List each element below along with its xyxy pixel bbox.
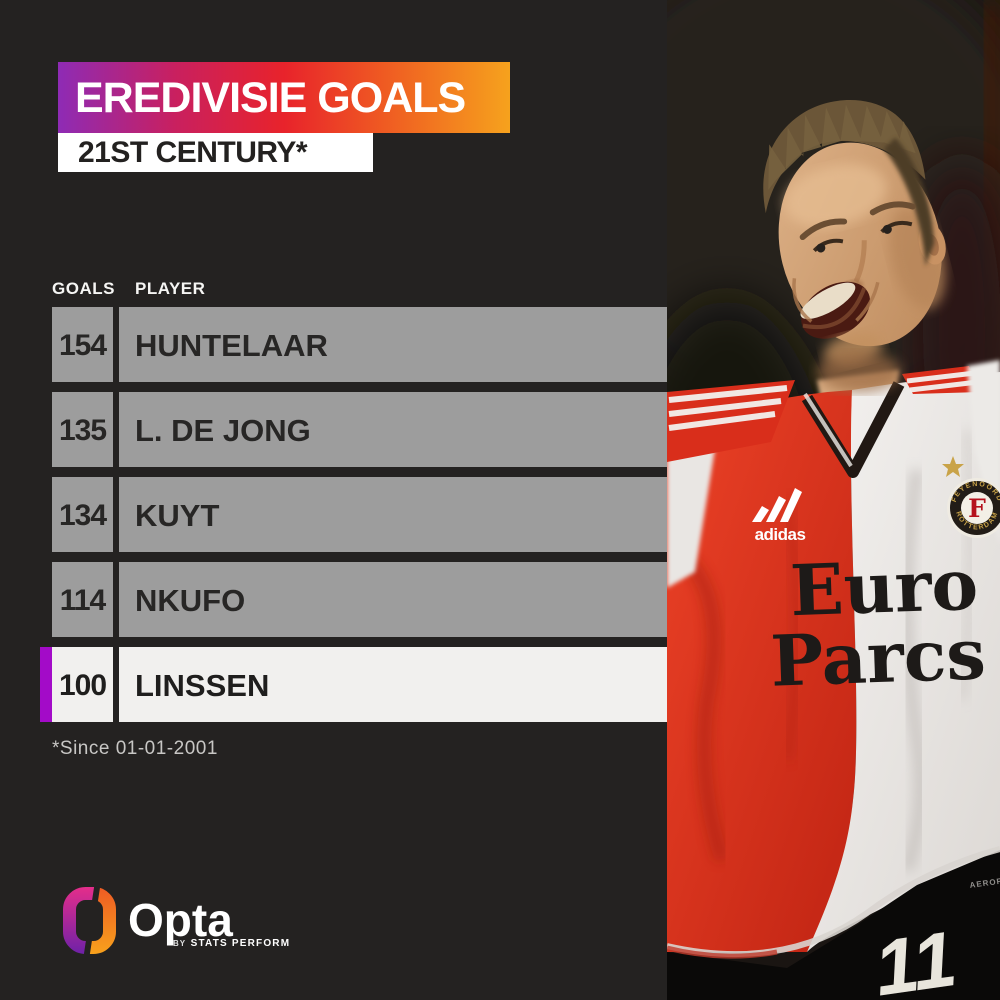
player-name: NKUFO: [119, 562, 667, 637]
player-name: KUYT: [119, 477, 667, 552]
sponsor-line1: Euro: [789, 543, 980, 633]
gold-star-icon: [942, 456, 964, 477]
table-row: 114 NKUFO: [0, 562, 667, 637]
goals-value: 134: [52, 477, 113, 552]
goals-value: 135: [52, 392, 113, 467]
highlight-accent-bar: [40, 647, 52, 722]
opta-wordmark: Opta: [128, 894, 233, 946]
player-name: L. DE JONG: [119, 392, 667, 467]
sponsor-line2: Parcs: [769, 612, 987, 702]
player-column-header: PLAYER: [135, 279, 206, 298]
goals-value: 114: [52, 562, 113, 637]
adidas-logo-icon: adidas: [752, 488, 806, 544]
goals-value: 100: [52, 647, 113, 722]
opta-tagline: BY STATS PERFORM: [173, 933, 290, 951]
player-photo: adidas FEYENOORD ROTTERDAM F: [667, 0, 1000, 1000]
crest-letter: F: [968, 494, 986, 523]
page-title: EREDIVISIE GOALS: [58, 62, 510, 133]
shirt-number: 11: [869, 914, 961, 1000]
adidas-wordmark: adidas: [755, 525, 806, 544]
goals-value: 154: [52, 307, 113, 382]
table-row: 154 HUNTELAAR: [0, 307, 667, 382]
footnote: *Since 01-01-2001: [52, 738, 218, 759]
table-row: 134 KUYT: [0, 477, 667, 552]
player-name: LINSSEN: [119, 647, 667, 722]
table-row-highlighted: 100 LINSSEN: [40, 647, 719, 722]
opta-logo-icon: [63, 887, 116, 954]
feyenoord-crest: FEYENOORD ROTTERDAM F: [942, 456, 1000, 538]
tagline-rest: STATS PERFORM: [190, 938, 291, 949]
shorts: [667, 850, 1000, 1000]
tagline-by: BY: [173, 939, 187, 948]
table-row: 135 L. DE JONG: [0, 392, 667, 467]
player-name: HUNTELAAR: [119, 307, 667, 382]
goals-column-header: GOALS: [52, 279, 115, 298]
page-subtitle: 21ST CENTURY*: [58, 133, 373, 172]
